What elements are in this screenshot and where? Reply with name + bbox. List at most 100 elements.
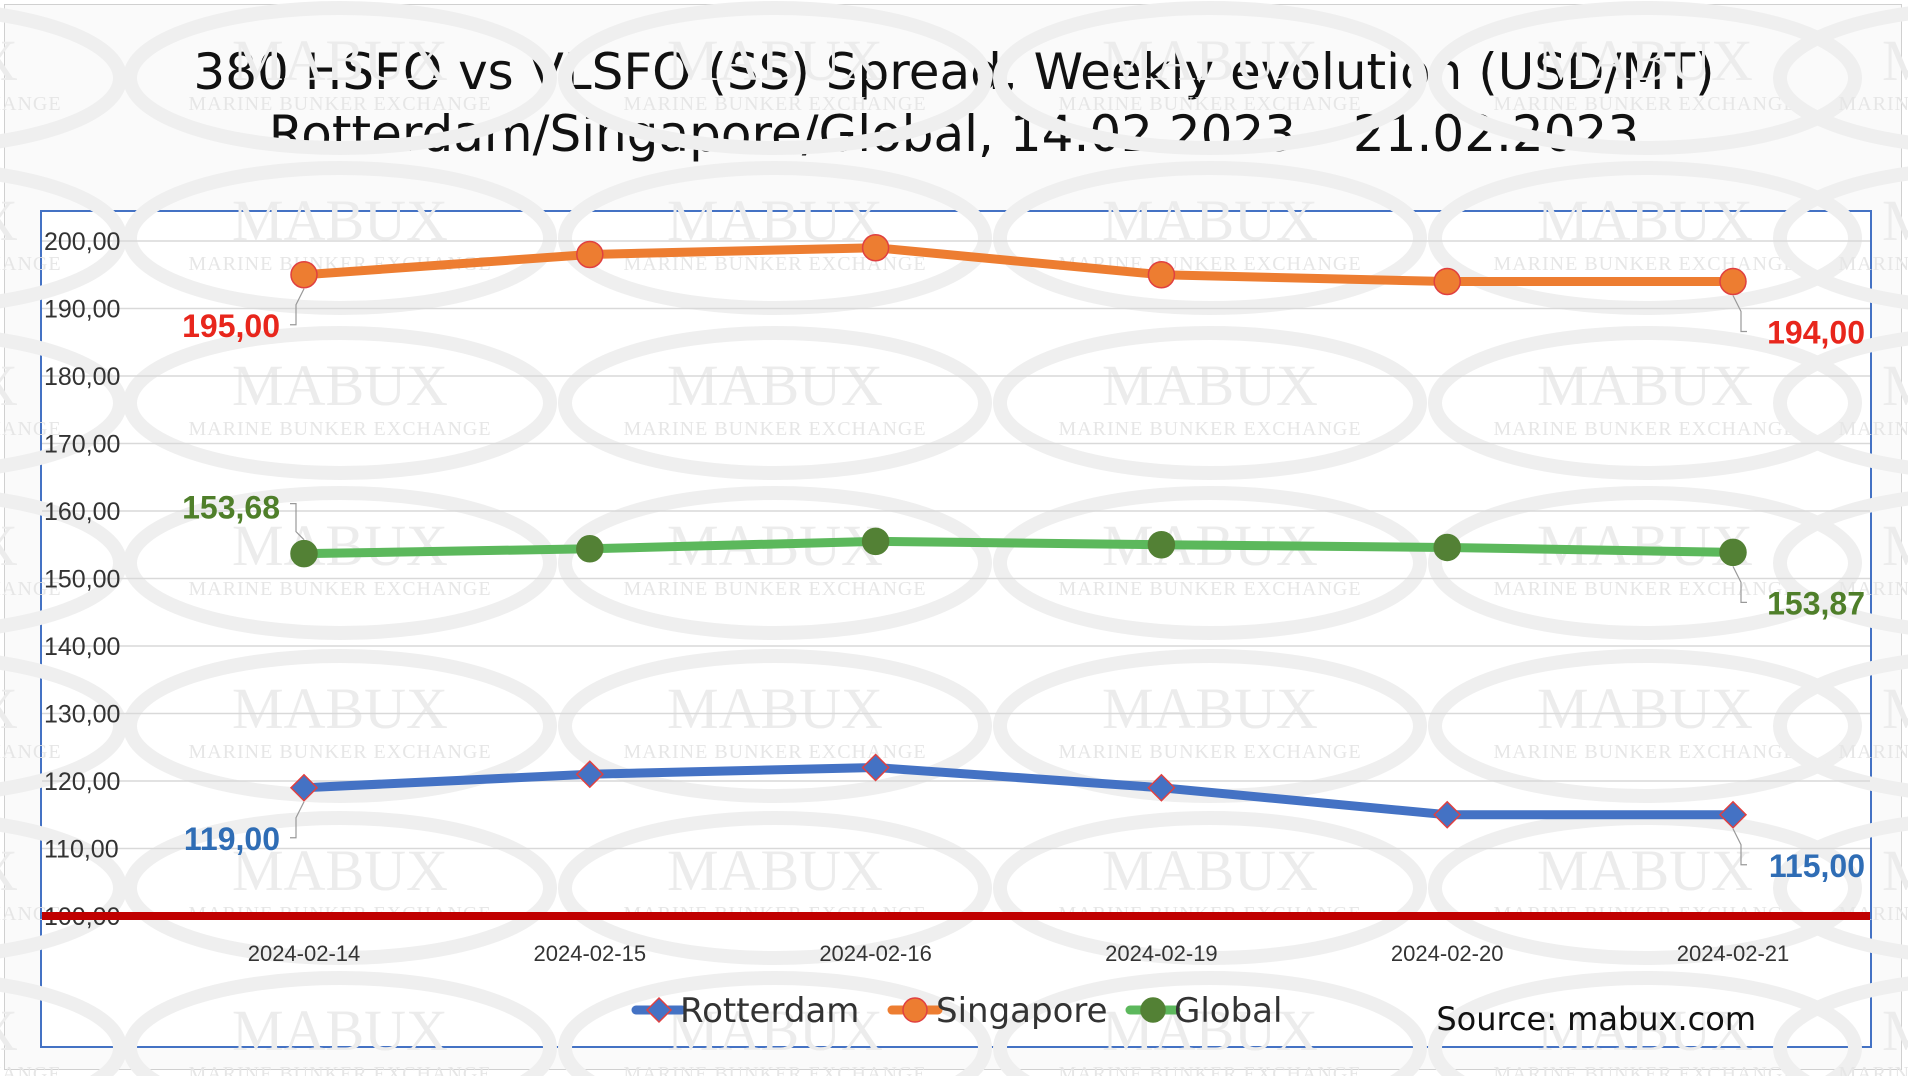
watermark-swoosh	[993, 486, 1427, 640]
watermark-text: MABUX	[232, 188, 448, 253]
rotterdam-point	[1433, 800, 1462, 829]
watermark-swoosh	[123, 971, 557, 1076]
x-tick-label: 2024-02-16	[819, 941, 932, 966]
y-tick-label: 170,00	[44, 431, 120, 459]
watermark-text: MABUX	[667, 28, 883, 93]
label-leader-line	[290, 288, 305, 326]
watermark-subtext: MARINE BUNKER EXCHANGE	[0, 1063, 62, 1076]
y-tick-label: 190,00	[44, 296, 120, 324]
watermark-subtext: MARINE BUNKER EXCHANGE	[1058, 1063, 1361, 1076]
watermark-subtext: MARINE BUNKER EXCHANGE	[0, 741, 62, 763]
label-leader-line	[1732, 828, 1747, 866]
watermark-swoosh	[123, 811, 557, 965]
global-data-label: 153,87	[1767, 585, 1865, 621]
watermark-text: MABUX	[1537, 28, 1753, 93]
chart-title-line-1: 380 HSFO vs VLSFO (SS) Spread, Weekly ev…	[193, 43, 1715, 101]
watermark-swoosh	[1428, 326, 1862, 480]
watermark-subtext: MARINE BUNKER EXCHANGE	[188, 741, 491, 763]
rotterdam-data-label: 119,00	[184, 821, 280, 857]
watermark-text: MABUX	[1882, 513, 1908, 578]
y-tick-label: 130,00	[44, 701, 120, 729]
x-tick-label: 2024-02-15	[534, 941, 647, 966]
watermark-subtext: MARINE BUNKER EXCHANGE	[623, 93, 926, 115]
singapore-point	[861, 234, 890, 262]
global-point	[861, 527, 890, 556]
watermark-subtext: MARINE BUNKER EXCHANGE	[1838, 93, 1908, 115]
y-tick-label: 140,00	[44, 633, 120, 661]
watermark-text: MABUX	[1537, 998, 1753, 1063]
watermark-text: MABUX	[667, 188, 883, 253]
watermark-subtext: MARINE BUNKER EXCHANGE	[1838, 578, 1908, 600]
watermark-text: MABUX	[1882, 353, 1908, 418]
watermark-swoosh	[558, 649, 992, 803]
watermark-subtext: MARINE BUNKER EXCHANGE	[1838, 418, 1908, 440]
global-point	[1433, 533, 1461, 562]
source-note: Source: mabux.com	[1436, 1000, 1756, 1038]
watermark-text: MABUX	[0, 998, 18, 1063]
watermark-swoosh	[1773, 166, 1908, 310]
watermark-swoosh	[1428, 486, 1862, 640]
watermark-swoosh	[123, 486, 557, 640]
watermark-swoosh	[1773, 654, 1908, 798]
watermark-text: MABUX	[1102, 353, 1318, 418]
global-data-label: 153,68	[182, 490, 280, 526]
watermark-text: MABUX	[0, 838, 18, 903]
watermark-text: MABUX	[232, 998, 448, 1063]
watermark-subtext: MARINE BUNKER EXCHANGE	[623, 1063, 926, 1076]
watermark-subtext: MARINE BUNKER EXCHANGE	[188, 93, 491, 115]
watermark-text: MABUX	[1882, 676, 1908, 741]
watermark-subtext: MARINE BUNKER EXCHANGE	[1493, 93, 1796, 115]
watermark-swoosh	[993, 326, 1427, 480]
watermark-subtext: MARINE BUNKER EXCHANGE	[1838, 1063, 1908, 1076]
watermark-text: MABUX	[1537, 676, 1753, 741]
singapore-point	[1433, 267, 1461, 296]
watermark-text: MABUX	[232, 28, 448, 93]
watermark-swoosh	[1428, 649, 1862, 803]
watermark-text: MABUX	[1102, 188, 1318, 253]
watermark-subtext: MARINE BUNKER EXCHANGE	[188, 578, 491, 600]
watermark-text: MABUX	[0, 676, 18, 741]
legend-global-label: Global	[1174, 991, 1282, 1031]
watermark-subtext: MARINE BUNKER EXCHANGE	[1058, 741, 1361, 763]
watermark-text: MABUX	[1882, 188, 1908, 253]
watermark-swoosh	[1773, 816, 1908, 960]
watermark-text: MABUX	[667, 998, 883, 1063]
watermark-text: MABUX	[1882, 838, 1908, 903]
watermark-subtext: MARINE BUNKER EXCHANGE	[1058, 418, 1361, 440]
watermark-subtext: MARINE BUNKER EXCHANGE	[0, 93, 62, 115]
watermark-swoosh	[1428, 971, 1862, 1076]
singapore-data-label: 195,00	[182, 308, 280, 344]
watermark-subtext: MARINE BUNKER EXCHANGE	[623, 253, 926, 275]
label-leader-line	[290, 801, 305, 839]
global-point	[576, 535, 604, 563]
watermark-swoosh	[558, 971, 992, 1076]
watermark-swoosh	[993, 971, 1427, 1076]
rotterdam-point	[289, 773, 319, 802]
singapore-point	[290, 261, 318, 289]
watermark-swoosh	[0, 332, 127, 474]
legend-rotterdam-label: Rotterdam	[680, 991, 859, 1031]
watermark-text: MABUX	[1537, 188, 1753, 253]
legend-singapore-marker	[902, 997, 928, 1023]
y-tick-label: 160,00	[44, 498, 120, 526]
watermark-swoosh	[1773, 976, 1908, 1076]
y-tick-label: 180,00	[44, 363, 120, 391]
rotterdam-point	[575, 760, 604, 789]
singapore-data-label: 194,00	[1767, 315, 1865, 351]
legend-global-marker	[1140, 997, 1166, 1023]
y-tick-label: 150,00	[44, 566, 120, 594]
watermark-subtext: MARINE BUNKER EXCHANGE	[623, 741, 926, 763]
singapore-point	[576, 240, 604, 269]
watermark-swoosh	[0, 655, 127, 797]
x-tick-label: 2024-02-21	[1677, 941, 1790, 966]
watermark-subtext: MARINE BUNKER EXCHANGE	[1493, 253, 1796, 275]
rotterdam-point	[1718, 800, 1748, 829]
watermark-text: MABUX	[1882, 28, 1908, 93]
watermark-subtext: MARINE BUNKER EXCHANGE	[1058, 93, 1361, 115]
rotterdam-data-label: 115,00	[1769, 848, 1865, 884]
watermark-text: MABUX	[232, 513, 448, 578]
rotterdam-point	[1147, 773, 1176, 802]
y-tick-label: 110,00	[44, 836, 119, 864]
watermark-swoosh	[558, 326, 992, 480]
watermark-text: MABUX	[232, 676, 448, 741]
